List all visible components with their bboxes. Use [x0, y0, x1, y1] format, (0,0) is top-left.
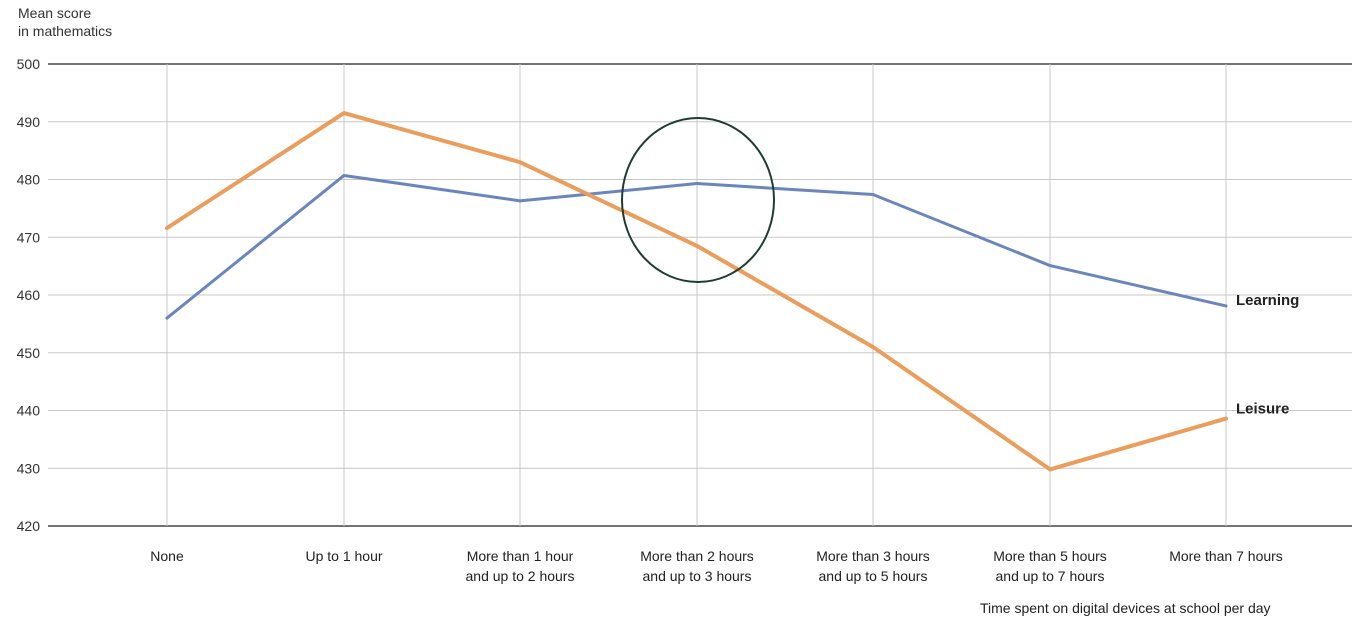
data-point-learning: [1224, 304, 1228, 308]
x-tick-label: Up to 1 hour: [305, 548, 382, 564]
data-point-learning: [695, 182, 699, 186]
y-tick-label: 490: [17, 114, 41, 130]
data-point-learning: [1048, 264, 1052, 268]
y-axis-label-line-2: in mathematics: [18, 23, 113, 39]
y-tick-label: 440: [17, 403, 41, 419]
y-tick-label: 430: [17, 460, 41, 476]
y-axis-label-line-1: Mean score: [18, 5, 92, 21]
data-point-learning: [165, 316, 169, 320]
y-tick-label: 420: [17, 518, 41, 534]
y-tick-label: 470: [17, 229, 41, 245]
x-tick-label: More than 1 hour and up to 2 hours: [466, 548, 575, 584]
series-label-leisure: Leisure: [1236, 401, 1289, 418]
x-axis-label: Time spent on digital devices at school …: [980, 600, 1271, 616]
data-point-learning: [871, 193, 875, 197]
data-point-learning: [518, 199, 522, 203]
y-tick-label: 480: [17, 172, 41, 188]
data-point-leisure: [342, 111, 346, 115]
data-point-leisure: [695, 244, 699, 248]
series-label-learning: Learning: [1236, 292, 1299, 309]
x-tick-label: None: [150, 548, 184, 564]
data-point-leisure: [1048, 467, 1052, 471]
x-tick-label: More than 2 hours and up to 3 hours: [640, 548, 754, 584]
y-tick-label: 460: [17, 287, 41, 303]
data-point-leisure: [1224, 417, 1228, 421]
y-tick-label: 500: [17, 56, 41, 72]
x-tick-label: More than 3 hours and up to 5 hours: [816, 548, 930, 584]
data-point-leisure: [165, 226, 169, 230]
x-tick-label: More than 7 hours: [1169, 548, 1283, 564]
data-point-learning: [342, 173, 346, 177]
data-point-leisure: [518, 160, 522, 164]
data-point-leisure: [871, 345, 875, 349]
x-tick-label: More than 5 hours and up to 7 hours: [993, 548, 1107, 584]
y-axis-label: Mean score in mathematics: [18, 4, 112, 40]
y-tick-label: 450: [17, 345, 41, 361]
highlight-circle: [621, 117, 775, 283]
